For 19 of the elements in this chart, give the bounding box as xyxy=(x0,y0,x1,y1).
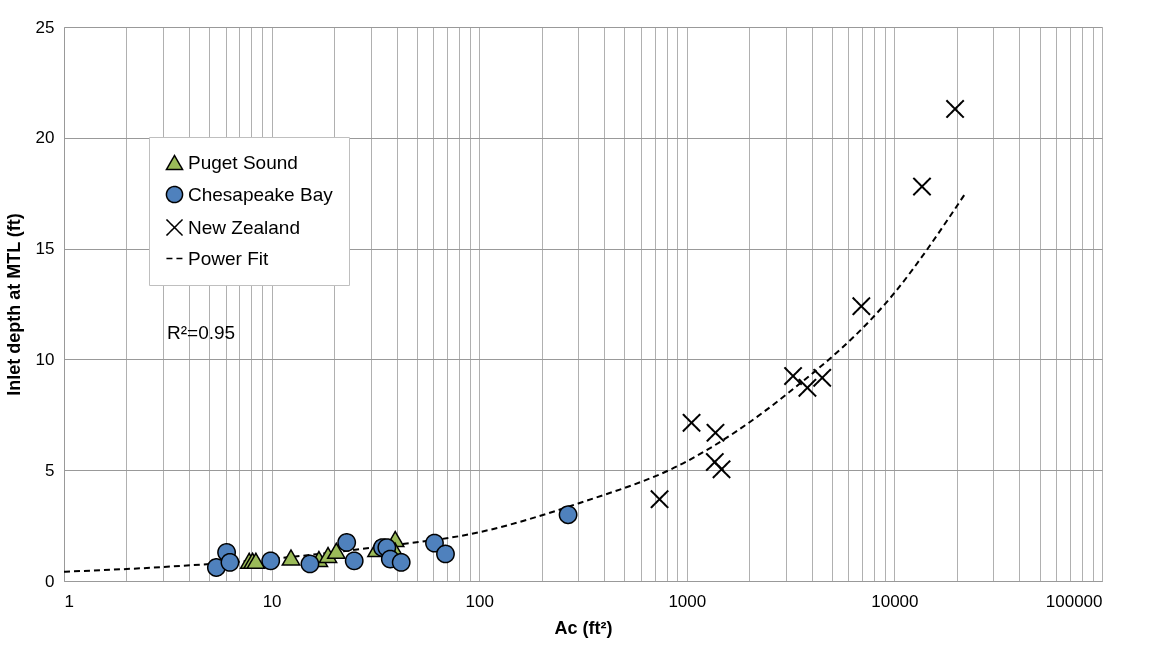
annotation: R²=0.95 xyxy=(167,322,236,343)
y-tick-label: 20 xyxy=(35,128,55,148)
x-tick-label: 1 xyxy=(64,591,74,611)
y-tick-label: 10 xyxy=(35,349,55,369)
x-tick-label: 1000 xyxy=(668,591,707,611)
x-tick-label: 10 xyxy=(262,591,282,611)
y-tick-label: 15 xyxy=(35,239,55,259)
y-tick-label: 0 xyxy=(45,571,55,591)
legend-label: Power Fit xyxy=(188,247,269,269)
y-axis-title: Inlet depth at MTL (ft) xyxy=(3,213,24,396)
x-tick-label: 100000 xyxy=(1045,591,1103,611)
legend-label: New Zealand xyxy=(188,216,300,238)
legend-label: Puget Sound xyxy=(188,151,298,173)
x-tick-label: 100 xyxy=(465,591,494,611)
x-tick-label: 10000 xyxy=(871,591,919,611)
legend-label: Chesapeake Bay xyxy=(188,183,334,205)
y-tick-label: 5 xyxy=(45,460,55,480)
y-tick-label: 25 xyxy=(35,17,55,37)
x-axis-title: Ac (ft²) xyxy=(554,617,613,638)
